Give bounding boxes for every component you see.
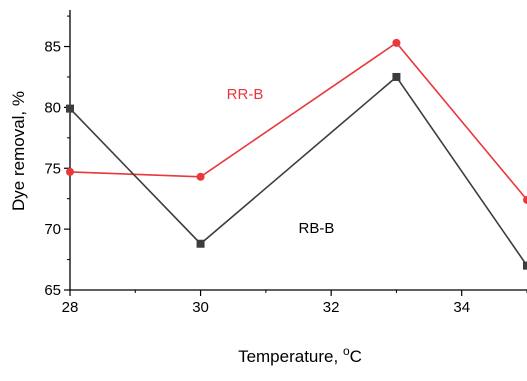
series-rr-b [66,38,527,204]
x-tick-label: 32 [323,299,340,316]
x-tick-label: 28 [62,299,79,316]
y-tick-label: 80 [44,99,61,116]
x-axis-title-unit-sup: o [343,344,350,358]
series-line [69,41,527,201]
y-tick-label: 75 [44,160,61,177]
data-point [523,261,527,270]
annotation-layer: RR-B RB-B [227,86,335,237]
data-point [523,195,527,204]
x-axis-title-text: Temperature, [238,347,343,366]
x-tick-label: 30 [192,299,209,316]
x-tick-label: 34 [453,299,470,316]
y-tick-label: 70 [44,221,61,238]
axes: 65 70 75 80 85 28 30 32 34 [44,10,527,316]
y-tick-label: 65 [44,282,61,299]
data-point [392,72,401,81]
y-axis-title: Dye removal, % [9,91,28,211]
x-axis-title-unit: C [350,347,362,366]
data-point [196,239,205,248]
series-line [69,75,527,267]
data-point [196,172,205,181]
series-rb-b [66,72,527,270]
data-point [66,104,74,113]
series-layer [66,38,527,270]
data-point [392,38,401,47]
y-tick-label: 85 [44,39,61,56]
x-axis-title: Temperature, oC [238,344,362,366]
data-point [66,167,74,176]
series-annotation: RR-B [227,86,264,103]
series-annotation: RB-B [299,220,335,237]
